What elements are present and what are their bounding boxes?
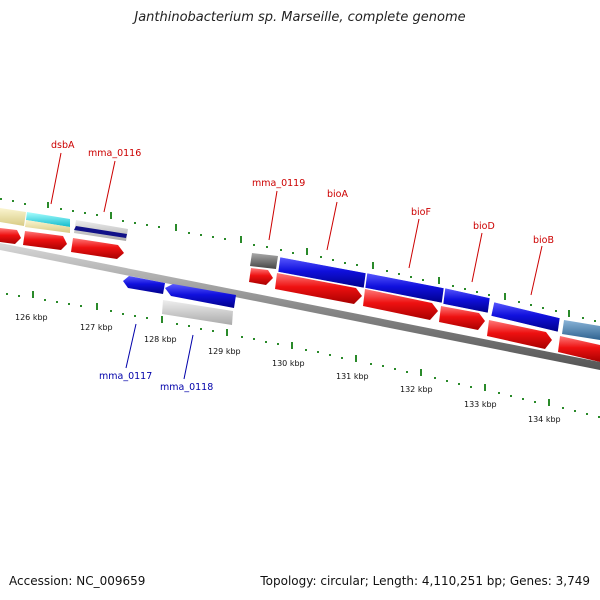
gene-label-mma-0117: mma_0117: [99, 371, 152, 382]
kbp-label-133: 133 kbp: [464, 400, 497, 409]
kbp-label-134: 134 kbp: [528, 415, 561, 424]
gene-label-bioF: bioF: [411, 207, 431, 218]
map-title: Janthinobacterium sp. Marseille, complet…: [134, 10, 466, 25]
reverse-gene-track: [123, 276, 236, 325]
accession-text: Accession: NC_009659: [9, 574, 146, 588]
gene-label-bioD: bioD: [473, 221, 495, 232]
outer-ruler: [0, 198, 596, 322]
gene-label-mma-0118: mma_0118: [160, 382, 213, 393]
kbp-label-131: 131 kbp: [336, 372, 369, 381]
genome-backbone: [0, 243, 600, 370]
gene-label-mma-0119: mma_0119: [252, 178, 305, 189]
kbp-labels: 126 kbp 127 kbp 128 kbp 129 kbp 130 kbp …: [15, 313, 561, 424]
forward-gene-track: [277, 256, 561, 333]
inner-ruler: [6, 291, 600, 418]
gene-label-bioA: bioA: [327, 189, 348, 200]
reverse-gene-labels: mma_0117 mma_0118: [99, 323, 213, 393]
kbp-label-130: 130 kbp: [272, 359, 305, 368]
forward-gene-labels: dsbA mma_0116 mma_0119 bioA bioF bioD bi…: [50, 140, 554, 296]
gene-label-mma-0116: mma_0116: [88, 148, 141, 159]
genome-summary-text: Topology: circular; Length: 4,110,251 bp…: [260, 574, 590, 588]
kbp-label-126: 126 kbp: [15, 313, 48, 322]
gene-label-dsbA: dsbA: [51, 140, 75, 151]
kbp-label-127: 127 kbp: [80, 323, 113, 332]
forward-cog-track: [0, 208, 600, 340]
kbp-label-128: 128 kbp: [144, 335, 177, 344]
kbp-label-129: 129 kbp: [208, 347, 241, 356]
kbp-label-132: 132 kbp: [400, 385, 433, 394]
forward-cds-track: [0, 228, 600, 362]
gene-label-bioB: bioB: [533, 235, 554, 246]
